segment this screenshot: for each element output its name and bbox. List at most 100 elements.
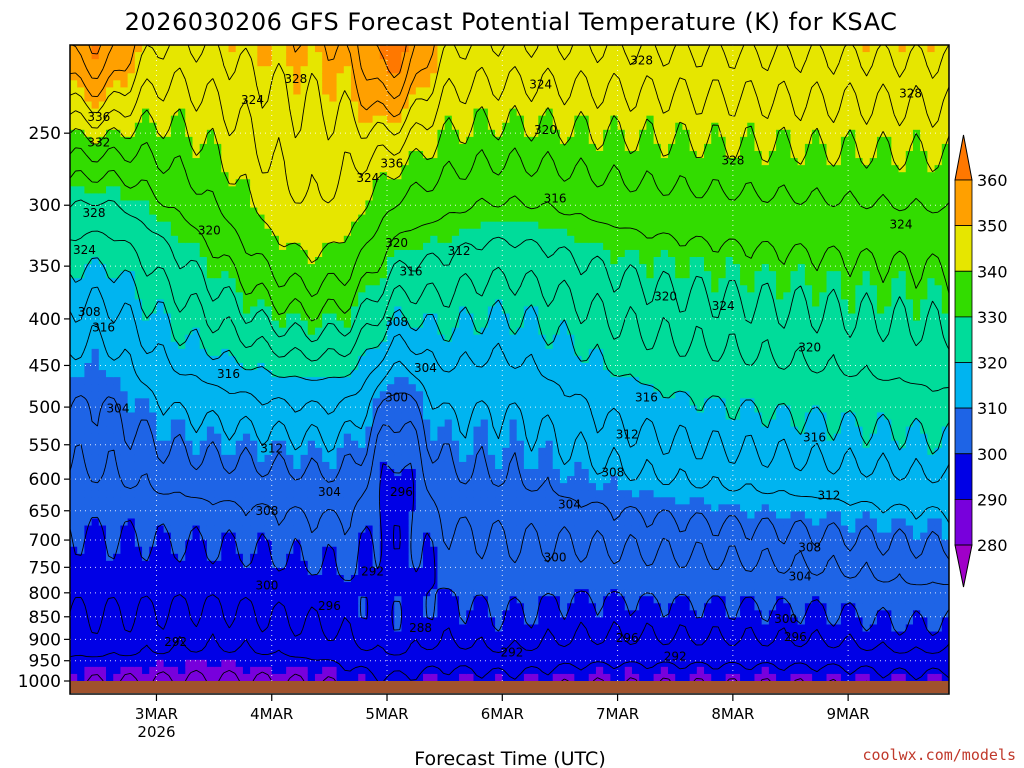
contour-label: 332 bbox=[87, 136, 110, 150]
colorbar-tick-label: 320 bbox=[977, 354, 1008, 373]
y-tick-label: 950 bbox=[29, 652, 61, 672]
contour-label: 304 bbox=[558, 498, 581, 512]
contour-label: 300 bbox=[544, 551, 567, 565]
y-axis: 2503003504004505005506006507007508008509… bbox=[18, 124, 70, 692]
contour-label: 320 bbox=[385, 236, 408, 250]
y-tick-label: 1000 bbox=[18, 672, 61, 692]
plot-frame bbox=[69, 44, 950, 695]
contour-label: 324 bbox=[356, 171, 379, 185]
contour-lines bbox=[70, 45, 949, 681]
contour-label: 300 bbox=[385, 391, 408, 405]
x-tick-label: 4MAR bbox=[250, 705, 293, 723]
contour-label: 308 bbox=[78, 305, 101, 319]
contour-label: 304 bbox=[789, 570, 812, 584]
contour-label: 324 bbox=[241, 93, 264, 107]
contour-label: 312 bbox=[616, 428, 639, 442]
contour-label: 300 bbox=[774, 612, 797, 626]
y-tick-label: 650 bbox=[29, 502, 61, 522]
colorbar-swatch bbox=[954, 270, 973, 318]
y-tick-label: 400 bbox=[29, 310, 61, 330]
temperature-field bbox=[70, 45, 949, 681]
contour-label: 304 bbox=[107, 402, 130, 416]
x-axis-label: Forecast Time (UTC) bbox=[414, 748, 605, 768]
contour-label: 328 bbox=[284, 72, 307, 86]
colorbar-tick-label: 310 bbox=[977, 399, 1008, 418]
contour-label: 292 bbox=[164, 635, 187, 649]
x-tick-sublabel: 2026 bbox=[137, 723, 175, 741]
x-tick-label: 5MAR bbox=[365, 705, 408, 723]
colorbar-tick-label: 350 bbox=[977, 217, 1008, 236]
contour-label: 324 bbox=[890, 218, 913, 232]
contour-label: 308 bbox=[798, 540, 821, 554]
contour-label: 324 bbox=[712, 299, 735, 313]
x-tick-label: 8MAR bbox=[711, 705, 754, 723]
y-tick-label: 550 bbox=[29, 436, 61, 456]
contour-label: 304 bbox=[318, 485, 341, 499]
contour-label: 320 bbox=[654, 290, 677, 304]
y-tick-label: 500 bbox=[29, 398, 61, 418]
y-tick-label: 700 bbox=[29, 531, 61, 551]
x-tick-label: 7MAR bbox=[596, 705, 639, 723]
colorbar-tick-label: 280 bbox=[977, 536, 1008, 555]
colorbar-tick-label: 290 bbox=[977, 490, 1008, 509]
colorbar-swatch bbox=[954, 407, 973, 455]
contour-label: 292 bbox=[500, 645, 523, 659]
contour-label: 316 bbox=[544, 192, 567, 206]
contour-label: 308 bbox=[385, 315, 408, 329]
contour-label: 316 bbox=[92, 321, 115, 335]
contour-label: 288 bbox=[409, 621, 432, 635]
y-tick-label: 450 bbox=[29, 357, 61, 377]
contour-label: 320 bbox=[534, 123, 557, 137]
contour-label: 312 bbox=[448, 244, 471, 258]
y-tick-label: 350 bbox=[29, 257, 61, 277]
colorbar-tick-label: 300 bbox=[977, 445, 1008, 464]
colorbar-tick-label: 360 bbox=[977, 171, 1008, 190]
contour-label: 304 bbox=[414, 361, 437, 375]
y-tick-label: 250 bbox=[29, 124, 61, 144]
contour-label: 316 bbox=[803, 431, 826, 445]
y-tick-label: 750 bbox=[29, 558, 61, 578]
contour-labels: 336 332 328 324 308 316 304 328 324 320 316 312 308 3… bbox=[73, 54, 922, 664]
chart-title: 2026030206 GFS Forecast Potential Temper… bbox=[125, 8, 898, 36]
gridlines bbox=[70, 45, 949, 681]
y-tick-label: 600 bbox=[29, 470, 61, 490]
contour-label: 312 bbox=[817, 488, 840, 502]
contour-label: 312 bbox=[260, 441, 283, 455]
contour-label: 328 bbox=[899, 86, 922, 100]
colorbar-swatch bbox=[954, 225, 973, 272]
contour-label: 328 bbox=[630, 54, 653, 68]
colorbar-bottom-arrow bbox=[954, 544, 973, 588]
contour-label: 320 bbox=[798, 341, 821, 355]
contour-label: 308 bbox=[601, 466, 624, 480]
contour-label: 316 bbox=[635, 391, 658, 405]
y-tick-label: 900 bbox=[29, 630, 61, 650]
contour-label: 308 bbox=[255, 504, 278, 518]
contour-path bbox=[70, 45, 949, 681]
contour-label: 328 bbox=[83, 206, 106, 220]
contour-label: 316 bbox=[217, 367, 240, 381]
colorbar-swatch bbox=[954, 362, 973, 409]
contour-label: 296 bbox=[390, 485, 413, 499]
y-tick-label: 850 bbox=[29, 608, 61, 628]
x-tick-label: 3MAR bbox=[135, 705, 178, 723]
colorbar: 360 350 340 330 320 310 300 290 280 bbox=[954, 134, 1008, 588]
ground-surface bbox=[70, 681, 949, 693]
contour-label: 316 bbox=[400, 265, 423, 279]
y-tick-label: 800 bbox=[29, 584, 61, 604]
contour-label: 292 bbox=[664, 650, 687, 664]
contour-label: 336 bbox=[380, 157, 403, 171]
colorbar-swatch bbox=[954, 179, 973, 226]
contour-label: 296 bbox=[318, 599, 341, 613]
colorbar-tick-label: 330 bbox=[977, 308, 1008, 327]
x-tick-label: 9MAR bbox=[827, 705, 870, 723]
colorbar-tick-label: 340 bbox=[977, 262, 1008, 281]
colorbar-top-arrow bbox=[954, 134, 973, 181]
credit-text: coolwx.com/models bbox=[862, 746, 1016, 764]
colorbar-swatch bbox=[954, 316, 973, 363]
contour-label: 296 bbox=[784, 630, 807, 644]
contour-label: 336 bbox=[87, 110, 110, 124]
contour-label: 300 bbox=[255, 578, 278, 592]
contour-label: 292 bbox=[361, 565, 384, 579]
